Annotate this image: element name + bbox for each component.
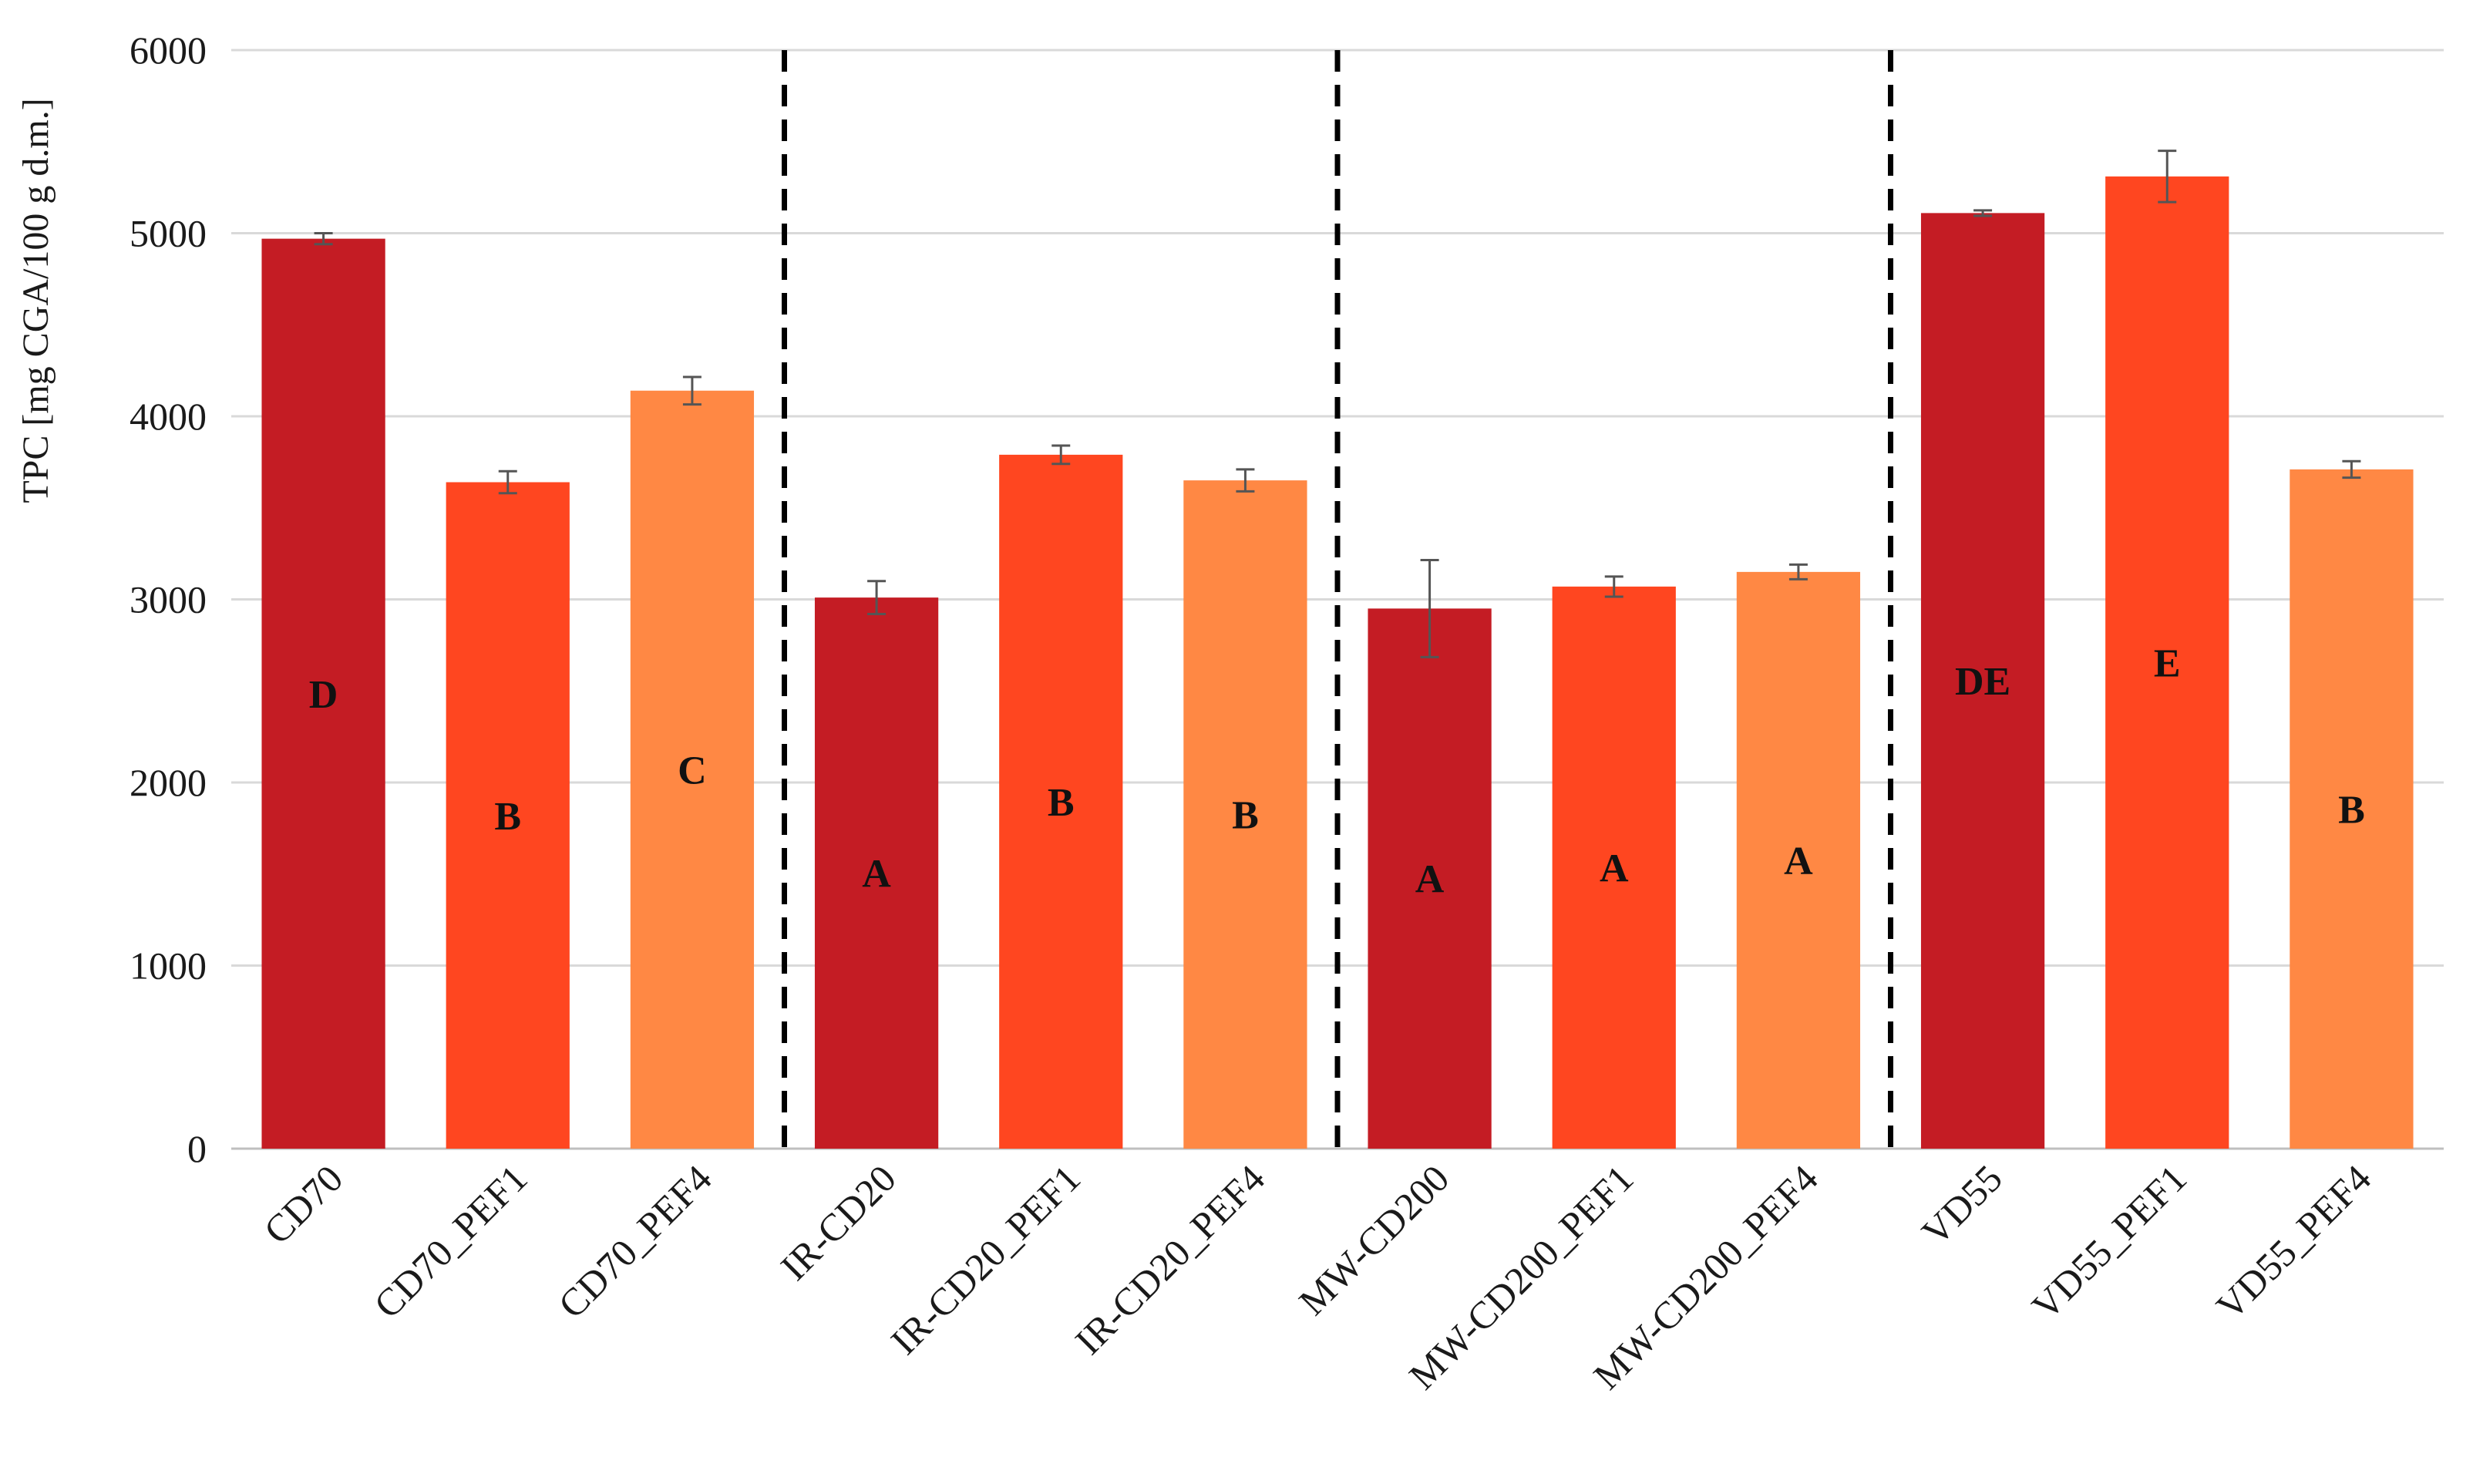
y-tick-label: 5000 <box>130 212 207 255</box>
x-tick-label: IR-CD20_PEF1 <box>883 1156 1088 1362</box>
x-tick-label: CD70_PEF1 <box>365 1156 535 1326</box>
bar-MW-CD200 <box>1368 608 1492 1149</box>
x-tick-label: VD55_PEF1 <box>2024 1156 2195 1328</box>
y-tick-label: 2000 <box>130 761 207 804</box>
x-tick-label: CD70 <box>255 1156 351 1252</box>
bar-CD70 <box>261 238 385 1149</box>
significance-letter: A <box>1784 840 1813 883</box>
x-tick-label: VD55_PEF4 <box>2208 1156 2379 1328</box>
significance-letter: D <box>309 673 338 717</box>
y-tick-label: 0 <box>187 1127 207 1170</box>
y-axis-title: TPC [mg CGA/100 g d.m.] <box>15 98 56 503</box>
significance-letter: DE <box>1955 660 2010 704</box>
significance-letter: A <box>1600 846 1629 890</box>
bar-VD55 <box>1920 213 2045 1149</box>
x-tick-label: VD55 <box>1913 1156 2010 1253</box>
bars <box>261 176 2414 1149</box>
bar-IR-CD20 <box>814 597 939 1149</box>
bar-IR-CD20_PEF4 <box>1183 480 1307 1149</box>
significance-letter: A <box>862 853 891 897</box>
y-tick-label: 1000 <box>130 944 207 988</box>
y-axis-ticks: 0 1000 2000 3000 4000 5000 6000 <box>130 29 207 1170</box>
significance-letter: B <box>1232 794 1259 838</box>
x-tick-label: CD70_PEF4 <box>550 1156 719 1326</box>
significance-letter: A <box>1415 858 1445 902</box>
bar-CD70_PEF4 <box>630 390 755 1149</box>
significance-letter: B <box>1048 781 1075 825</box>
bar-MW-CD200_PEF1 <box>1552 586 1676 1149</box>
x-axis-labels: CD70 CD70_PEF1 CD70_PEF4 IR-CD20IR-CD20_PEF… <box>255 1156 2379 1398</box>
y-tick-label: 6000 <box>130 29 207 72</box>
y-tick-label: 4000 <box>130 395 207 438</box>
group-dividers <box>782 50 1893 1149</box>
significance-letter: C <box>678 749 707 792</box>
x-tick-label: IR-CD20_PEF4 <box>1067 1156 1273 1362</box>
significance-letter: B <box>2338 788 2365 832</box>
bar-VD55_PEF1 <box>2105 176 2229 1149</box>
bar-VD55_PEF4 <box>2290 469 2414 1149</box>
x-tick-label: MW-CD200 <box>1290 1156 1457 1323</box>
significance-letter: B <box>494 795 521 839</box>
significance-letter: E <box>2154 641 2181 685</box>
significance-letters: D B C A B B A A A DE E B <box>309 641 2365 901</box>
x-tick-label: IR-CD20 <box>772 1156 904 1288</box>
y-tick-label: 3000 <box>130 578 207 621</box>
bar-CD70_PEF1 <box>446 482 570 1149</box>
bar-MW-CD200_PEF4 <box>1736 571 1861 1149</box>
bar-IR-CD20_PEF1 <box>999 454 1123 1149</box>
error-bars <box>314 150 2361 658</box>
